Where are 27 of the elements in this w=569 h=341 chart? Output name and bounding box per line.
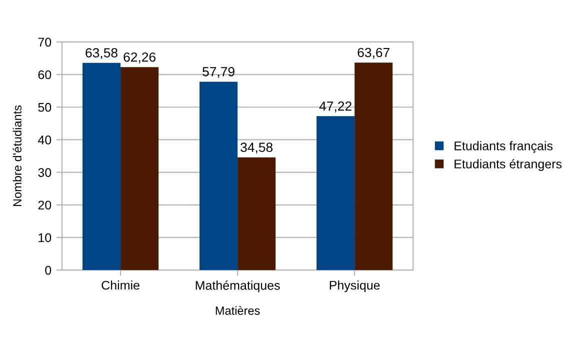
y-tick-label: 30 xyxy=(38,168,52,177)
y-tick-label: 60 xyxy=(38,70,52,80)
y-tick-label: 20 xyxy=(38,200,52,210)
data-label: 63,58 xyxy=(86,48,118,60)
x-axis-title: Matières xyxy=(216,306,260,315)
bar xyxy=(120,67,159,270)
y-tick-label: 50 xyxy=(38,102,52,112)
data-label: 34,58 xyxy=(240,142,273,154)
y-tick-label: 0 xyxy=(45,266,52,275)
y-tick-label: 10 xyxy=(38,233,52,242)
legend-label: Etudiants étrangers xyxy=(454,159,562,171)
y-tick-label: 40 xyxy=(38,136,52,144)
bar xyxy=(82,62,121,270)
x-tick-label: Mathématiques xyxy=(196,280,280,292)
bar xyxy=(316,116,355,270)
data-label: 62,26 xyxy=(124,52,156,64)
bar xyxy=(354,62,393,270)
legend-label: Etudiants français xyxy=(454,141,553,153)
data-label: 47,22 xyxy=(319,101,352,112)
x-tick-label: Physique xyxy=(330,280,380,292)
bar xyxy=(238,157,276,270)
x-tick-label: Chimie xyxy=(102,280,140,290)
data-label: 57,79 xyxy=(202,67,234,78)
bar xyxy=(200,82,238,270)
y-tick-label: 70 xyxy=(38,38,52,47)
y-axis-title: Nombre d'étudiants xyxy=(12,105,22,206)
data-label: 63,67 xyxy=(358,48,390,59)
